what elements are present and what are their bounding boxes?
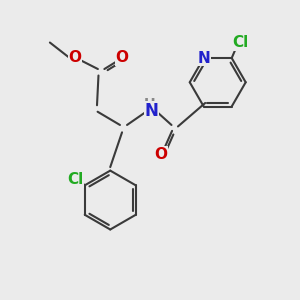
Text: O: O [154, 147, 167, 162]
Text: O: O [68, 50, 81, 65]
Text: N: N [197, 51, 210, 66]
Text: H: H [144, 97, 156, 111]
Text: Cl: Cl [67, 172, 83, 187]
Text: N: N [145, 102, 158, 120]
Text: Cl: Cl [232, 35, 249, 50]
Text: O: O [116, 50, 128, 65]
